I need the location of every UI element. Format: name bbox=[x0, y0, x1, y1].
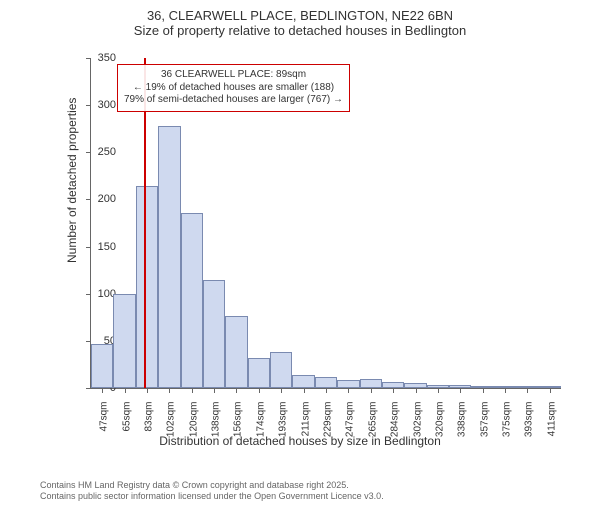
ytick-label: 200 bbox=[76, 193, 116, 205]
xtick-line bbox=[326, 388, 327, 393]
plot-area: 05010015020025030035047sqm65sqm83sqm102s… bbox=[90, 58, 561, 389]
xtick-line bbox=[505, 388, 506, 393]
annotation-line3: 79% of semi-detached houses are larger (… bbox=[124, 94, 343, 107]
xtick-line bbox=[214, 388, 215, 393]
histogram-bar bbox=[292, 375, 314, 388]
xtick-line bbox=[102, 388, 103, 393]
ytick-label: 250 bbox=[76, 146, 116, 158]
x-axis-title: Distribution of detached houses by size … bbox=[0, 434, 600, 448]
histogram-bar bbox=[181, 213, 203, 388]
xtick-line bbox=[348, 388, 349, 393]
ytick-label: 100 bbox=[76, 288, 116, 300]
histogram-bar bbox=[315, 377, 337, 388]
xtick-line bbox=[281, 388, 282, 393]
histogram-bar bbox=[203, 280, 225, 388]
xtick-line bbox=[304, 388, 305, 393]
ytick-label: 300 bbox=[76, 99, 116, 111]
xtick-line bbox=[147, 388, 148, 393]
xtick-line bbox=[416, 388, 417, 393]
xtick-line bbox=[527, 388, 528, 393]
footer-line2: Contains public sector information licen… bbox=[40, 491, 384, 502]
xtick-line bbox=[483, 388, 484, 393]
annotation-box: 36 CLEARWELL PLACE: 89sqm ← 19% of detac… bbox=[117, 64, 350, 112]
footer-attribution: Contains HM Land Registry data © Crown c… bbox=[40, 480, 384, 502]
histogram-bar bbox=[337, 380, 359, 388]
histogram-bar bbox=[136, 186, 158, 388]
xtick-line bbox=[393, 388, 394, 393]
xtick-line bbox=[169, 388, 170, 393]
histogram-chart: Number of detached properties 0501001502… bbox=[60, 53, 570, 423]
y-axis-title: Number of detached properties bbox=[65, 98, 79, 263]
ytick-label: 350 bbox=[76, 52, 116, 64]
footer-line1: Contains HM Land Registry data © Crown c… bbox=[40, 480, 384, 491]
histogram-bar bbox=[225, 316, 247, 388]
annotation-line2: ← 19% of detached houses are smaller (18… bbox=[124, 82, 343, 95]
xtick-line bbox=[550, 388, 551, 393]
xtick-line bbox=[371, 388, 372, 393]
page-title-line2: Size of property relative to detached ho… bbox=[0, 23, 600, 38]
xtick-line bbox=[438, 388, 439, 393]
histogram-bar bbox=[158, 126, 180, 388]
xtick-line bbox=[192, 388, 193, 393]
annotation-line1: 36 CLEARWELL PLACE: 89sqm bbox=[124, 69, 343, 82]
ytick-label: 150 bbox=[76, 241, 116, 253]
histogram-bar bbox=[91, 344, 113, 388]
histogram-bar bbox=[360, 379, 382, 388]
page-title-line1: 36, CLEARWELL PLACE, BEDLINGTON, NE22 6B… bbox=[0, 8, 600, 23]
histogram-bar bbox=[248, 358, 270, 388]
xtick-line bbox=[236, 388, 237, 393]
xtick-line bbox=[125, 388, 126, 393]
histogram-bar bbox=[113, 294, 135, 388]
histogram-bar bbox=[270, 352, 292, 388]
xtick-line bbox=[460, 388, 461, 393]
xtick-line bbox=[259, 388, 260, 393]
